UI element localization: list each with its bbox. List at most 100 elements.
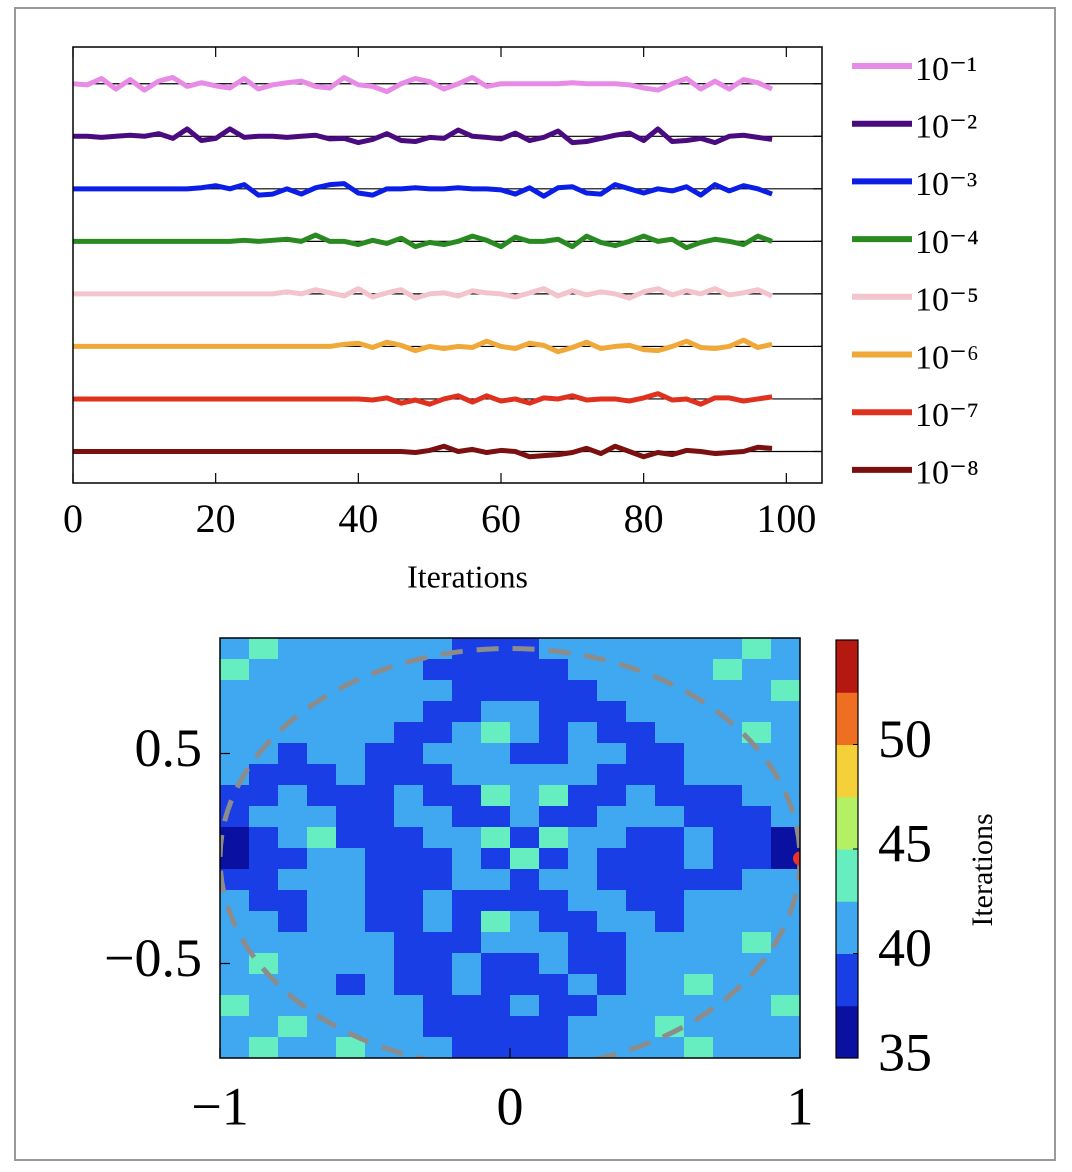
- heatmap-cell: [365, 953, 395, 975]
- heatmap-cell: [394, 890, 424, 912]
- heatmap-cell: [742, 659, 772, 681]
- heatmap-cell: [568, 848, 598, 870]
- heatmap-cell: [655, 869, 685, 891]
- heatmap-cell: [220, 638, 250, 660]
- heatmap-cell: [713, 743, 743, 765]
- heatmap-cell: [307, 953, 337, 975]
- heatmap-cell: [684, 785, 714, 807]
- heatmap-cell: [481, 848, 511, 870]
- heatmap-cell: [771, 911, 800, 933]
- heatmap-cell: [597, 722, 627, 744]
- heatmap-cell: [539, 659, 569, 681]
- heatmap-cell: [394, 722, 424, 744]
- heatmap-cell: [278, 869, 308, 891]
- heatmap-cell: [220, 659, 250, 681]
- heatmap-cell: [249, 869, 279, 891]
- heatmap-cell: [568, 680, 598, 702]
- heatmap-cell: [742, 743, 772, 765]
- heatmap-cell: [597, 995, 627, 1017]
- heatmap-cell: [452, 722, 482, 744]
- heatmap-cell: [597, 827, 627, 849]
- heatmap-cell: [336, 722, 366, 744]
- heatmap-cell: [423, 827, 453, 849]
- heatmap-cell: [249, 659, 279, 681]
- heatmap-cell: [742, 890, 772, 912]
- heatmap-cell: [336, 827, 366, 849]
- heatmap-cell: [742, 995, 772, 1017]
- heatmap-cell: [539, 827, 569, 849]
- heatmap-cell: [249, 953, 279, 975]
- heatmap-cell: [336, 806, 366, 828]
- heatmap-cell: [597, 974, 627, 996]
- heatmap-cell: [655, 974, 685, 996]
- heatmap-cell: [742, 869, 772, 891]
- heatmap-cell: [278, 806, 308, 828]
- line-series: [73, 181, 773, 199]
- heatmap-cell: [481, 911, 511, 933]
- heatmap-cell: [336, 869, 366, 891]
- heatmap-cell: [307, 785, 337, 807]
- colorbar-band: [836, 640, 858, 693]
- heatmap-cell: [684, 764, 714, 786]
- heatmap-cell: [655, 701, 685, 723]
- heatmap-cell: [626, 827, 656, 849]
- heatmap-cell: [394, 806, 424, 828]
- heatmap-cell: [452, 827, 482, 849]
- heatmap-cell: [278, 932, 308, 954]
- heatmap-cell: [626, 743, 656, 765]
- heatmap-cell: [568, 911, 598, 933]
- heatmap-cell: [307, 743, 337, 765]
- heatmap-cell: [452, 806, 482, 828]
- heatmap-cell: [307, 659, 337, 681]
- heatmap-cell: [713, 806, 743, 828]
- heatmap-cell: [742, 827, 772, 849]
- heatmap-cell: [510, 785, 540, 807]
- heatmap-cell: [742, 701, 772, 723]
- heatmap-cell: [713, 1037, 743, 1058]
- x-tick-label: 80: [624, 496, 664, 541]
- heatmap-cell: [307, 1037, 337, 1058]
- heatmap-cell: [771, 848, 800, 870]
- heatmap-cell: [423, 764, 453, 786]
- line-series: [73, 232, 773, 251]
- heatmap-cell: [626, 764, 656, 786]
- heatmap-cell: [626, 806, 656, 828]
- heatmap-cell: [452, 890, 482, 912]
- heatmap-cell: [220, 974, 250, 996]
- heatmap-cell: [394, 1016, 424, 1038]
- heatmap-cell: [597, 785, 627, 807]
- heatmap-cell: [539, 743, 569, 765]
- heatmap-cell: [336, 701, 366, 723]
- heatmap-cell: [220, 680, 250, 702]
- heatmap-cell: [336, 638, 366, 660]
- heatmap-cell: [481, 1037, 511, 1058]
- heatmap-cell: [481, 827, 511, 849]
- heatmap-cell: [771, 680, 800, 702]
- heatmap-cell: [307, 680, 337, 702]
- heatmap-cell: [713, 1016, 743, 1038]
- heatmap-cell: [249, 890, 279, 912]
- heatmap-cell: [336, 1037, 366, 1058]
- heatmap-cell: [278, 953, 308, 975]
- legend-label: 10⁻⁵: [915, 282, 979, 319]
- heatmap-cell: [655, 932, 685, 954]
- x-tick-label: 0: [497, 1076, 524, 1136]
- heatmap-cell: [249, 932, 279, 954]
- heatmap-cell: [626, 848, 656, 870]
- heatmap-cell: [336, 785, 366, 807]
- heatmap-cell: [220, 995, 250, 1017]
- heatmap-cell: [684, 1037, 714, 1058]
- heatmap-cell: [307, 806, 337, 828]
- heatmap-cell: [626, 932, 656, 954]
- heatmap-cell: [423, 953, 453, 975]
- heatmap-cell: [655, 890, 685, 912]
- heatmap-cell: [684, 806, 714, 828]
- heatmap-cell: [568, 1037, 598, 1058]
- heatmap-cell: [481, 890, 511, 912]
- heatmap-cell: [597, 869, 627, 891]
- heatmap-cell: [365, 995, 395, 1017]
- heatmap-cell: [220, 701, 250, 723]
- colorbar-tick-label: 50: [878, 709, 932, 769]
- heatmap-cell: [742, 911, 772, 933]
- heatmap-cell: [655, 722, 685, 744]
